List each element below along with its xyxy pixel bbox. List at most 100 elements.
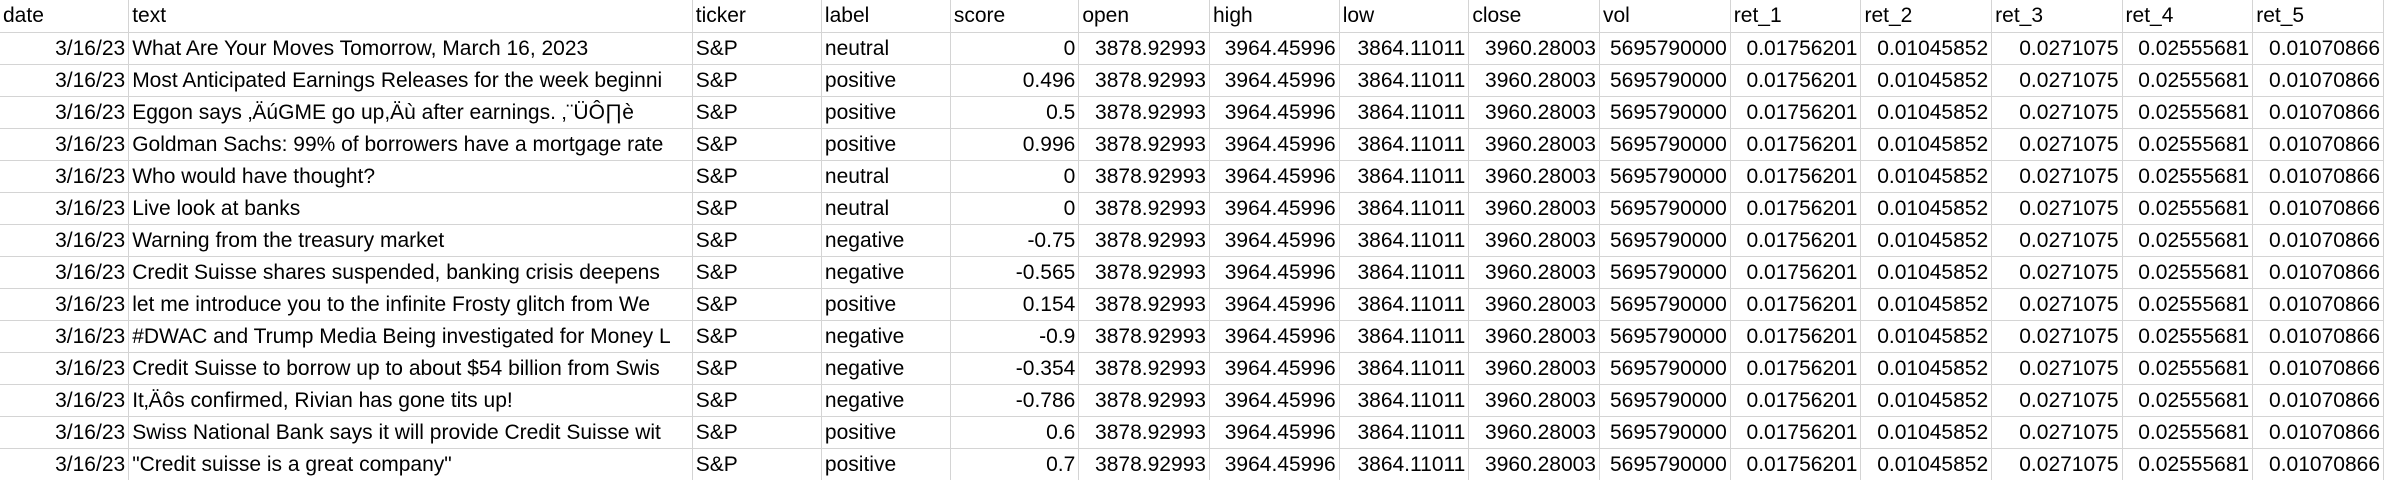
cell-high[interactable]: 3964.45996 bbox=[1209, 416, 1340, 449]
cell-ret-5[interactable]: 0.01070866 bbox=[2252, 192, 2384, 225]
cell-close[interactable]: 3960.28003 bbox=[1468, 224, 1600, 257]
cell-date[interactable]: 3/16/23 bbox=[0, 64, 130, 97]
cell-ticker[interactable]: S&P bbox=[692, 384, 822, 417]
cell-ticker[interactable]: S&P bbox=[692, 160, 822, 193]
cell-ret-1[interactable]: 0.01756201 bbox=[1730, 352, 1862, 385]
cell-ticker[interactable]: S&P bbox=[692, 352, 822, 385]
cell-open[interactable]: 3878.92993 bbox=[1078, 64, 1210, 97]
cell-ret-2[interactable]: 0.01045852 bbox=[1860, 32, 1993, 65]
cell-open[interactable]: 3878.92993 bbox=[1078, 224, 1210, 257]
cell-open[interactable]: 3878.92993 bbox=[1078, 32, 1210, 65]
cell-score[interactable]: 0.5 bbox=[950, 96, 1080, 129]
cell-high[interactable]: 3964.45996 bbox=[1209, 288, 1340, 321]
cell-ticker[interactable]: S&P bbox=[692, 320, 822, 353]
cell-close[interactable]: 3960.28003 bbox=[1468, 160, 1600, 193]
cell-ret-3[interactable]: 0.0271075 bbox=[1991, 224, 2123, 257]
cell-low[interactable]: 3864.11011 bbox=[1339, 416, 1470, 449]
cell-ret-4[interactable]: 0.02555681 bbox=[2122, 192, 2254, 225]
cell-ret-3[interactable]: 0.0271075 bbox=[1991, 192, 2123, 225]
cell-date[interactable]: 3/16/23 bbox=[0, 416, 130, 449]
cell-high[interactable]: 3964.45996 bbox=[1209, 384, 1340, 417]
cell-vol[interactable]: 5695790000 bbox=[1599, 256, 1731, 289]
cell-ret-5[interactable]: 0.01070866 bbox=[2252, 160, 2384, 193]
cell-text[interactable]: Swiss National Bank says it will provide… bbox=[128, 416, 693, 449]
cell-low[interactable]: 3864.11011 bbox=[1339, 224, 1470, 257]
cell-high[interactable]: 3964.45996 bbox=[1209, 64, 1340, 97]
cell-text[interactable]: Credit Suisse shares suspended, banking … bbox=[128, 256, 693, 289]
column-header-date[interactable]: date bbox=[0, 0, 130, 33]
cell-score[interactable]: 0 bbox=[950, 160, 1080, 193]
cell-ret-2[interactable]: 0.01045852 bbox=[1860, 128, 1993, 161]
cell-ret-1[interactable]: 0.01756201 bbox=[1730, 192, 1862, 225]
cell-ret-4[interactable]: 0.02555681 bbox=[2122, 256, 2254, 289]
cell-text[interactable]: What Are Your Moves Tomorrow, March 16, … bbox=[128, 32, 693, 65]
cell-ret-4[interactable]: 0.02555681 bbox=[2122, 160, 2254, 193]
cell-ret-5[interactable]: 0.01070866 bbox=[2252, 320, 2384, 353]
cell-close[interactable]: 3960.28003 bbox=[1468, 384, 1600, 417]
cell-ticker[interactable]: S&P bbox=[692, 448, 822, 480]
cell-ret-5[interactable]: 0.01070866 bbox=[2252, 352, 2384, 385]
cell-vol[interactable]: 5695790000 bbox=[1599, 32, 1731, 65]
cell-date[interactable]: 3/16/23 bbox=[0, 160, 130, 193]
cell-ret-2[interactable]: 0.01045852 bbox=[1860, 448, 1993, 480]
cell-low[interactable]: 3864.11011 bbox=[1339, 384, 1470, 417]
cell-ret-5[interactable]: 0.01070866 bbox=[2252, 288, 2384, 321]
column-header-label[interactable]: label bbox=[821, 0, 951, 33]
cell-label[interactable]: neutral bbox=[821, 192, 951, 225]
cell-date[interactable]: 3/16/23 bbox=[0, 448, 130, 480]
cell-vol[interactable]: 5695790000 bbox=[1599, 64, 1731, 97]
cell-ret-3[interactable]: 0.0271075 bbox=[1991, 384, 2123, 417]
cell-ret-1[interactable]: 0.01756201 bbox=[1730, 288, 1862, 321]
cell-ret-1[interactable]: 0.01756201 bbox=[1730, 384, 1862, 417]
cell-ret-3[interactable]: 0.0271075 bbox=[1991, 32, 2123, 65]
cell-ticker[interactable]: S&P bbox=[692, 256, 822, 289]
cell-ret-2[interactable]: 0.01045852 bbox=[1860, 160, 1993, 193]
cell-open[interactable]: 3878.92993 bbox=[1078, 160, 1210, 193]
column-header-close[interactable]: close bbox=[1468, 0, 1600, 33]
cell-ticker[interactable]: S&P bbox=[692, 192, 822, 225]
cell-text[interactable]: "Credit suisse is a great company" bbox=[128, 448, 693, 480]
column-header-low[interactable]: low bbox=[1339, 0, 1470, 33]
cell-ret-4[interactable]: 0.02555681 bbox=[2122, 32, 2254, 65]
cell-ret-5[interactable]: 0.01070866 bbox=[2252, 256, 2384, 289]
cell-ret-5[interactable]: 0.01070866 bbox=[2252, 96, 2384, 129]
cell-ret-4[interactable]: 0.02555681 bbox=[2122, 128, 2254, 161]
cell-score[interactable]: -0.354 bbox=[950, 352, 1080, 385]
cell-ret-1[interactable]: 0.01756201 bbox=[1730, 96, 1862, 129]
cell-text[interactable]: Credit Suisse to borrow up to about $54 … bbox=[128, 352, 693, 385]
cell-ticker[interactable]: S&P bbox=[692, 416, 822, 449]
cell-vol[interactable]: 5695790000 bbox=[1599, 352, 1731, 385]
cell-ret-3[interactable]: 0.0271075 bbox=[1991, 256, 2123, 289]
cell-high[interactable]: 3964.45996 bbox=[1209, 32, 1340, 65]
cell-score[interactable]: 0.996 bbox=[950, 128, 1080, 161]
cell-close[interactable]: 3960.28003 bbox=[1468, 448, 1600, 480]
cell-ret-2[interactable]: 0.01045852 bbox=[1860, 192, 1993, 225]
cell-low[interactable]: 3864.11011 bbox=[1339, 128, 1470, 161]
cell-vol[interactable]: 5695790000 bbox=[1599, 192, 1731, 225]
cell-label[interactable]: positive bbox=[821, 288, 951, 321]
cell-date[interactable]: 3/16/23 bbox=[0, 96, 130, 129]
cell-score[interactable]: 0 bbox=[950, 32, 1080, 65]
cell-label[interactable]: neutral bbox=[821, 32, 951, 65]
cell-open[interactable]: 3878.92993 bbox=[1078, 416, 1210, 449]
cell-ret-4[interactable]: 0.02555681 bbox=[2122, 288, 2254, 321]
cell-date[interactable]: 3/16/23 bbox=[0, 224, 130, 257]
cell-label[interactable]: negative bbox=[821, 352, 951, 385]
cell-close[interactable]: 3960.28003 bbox=[1468, 288, 1600, 321]
cell-low[interactable]: 3864.11011 bbox=[1339, 288, 1470, 321]
cell-ret-4[interactable]: 0.02555681 bbox=[2122, 384, 2254, 417]
cell-ret-3[interactable]: 0.0271075 bbox=[1991, 288, 2123, 321]
cell-close[interactable]: 3960.28003 bbox=[1468, 64, 1600, 97]
cell-label[interactable]: positive bbox=[821, 96, 951, 129]
cell-vol[interactable]: 5695790000 bbox=[1599, 448, 1731, 480]
cell-label[interactable]: positive bbox=[821, 416, 951, 449]
cell-ret-3[interactable]: 0.0271075 bbox=[1991, 320, 2123, 353]
cell-low[interactable]: 3864.11011 bbox=[1339, 96, 1470, 129]
cell-score[interactable]: -0.786 bbox=[950, 384, 1080, 417]
cell-low[interactable]: 3864.11011 bbox=[1339, 160, 1470, 193]
cell-date[interactable]: 3/16/23 bbox=[0, 288, 130, 321]
cell-open[interactable]: 3878.92993 bbox=[1078, 128, 1210, 161]
cell-text[interactable]: #DWAC and Trump Media Being investigated… bbox=[128, 320, 693, 353]
column-header-ret-3[interactable]: ret_3 bbox=[1991, 0, 2123, 33]
cell-score[interactable]: 0.154 bbox=[950, 288, 1080, 321]
